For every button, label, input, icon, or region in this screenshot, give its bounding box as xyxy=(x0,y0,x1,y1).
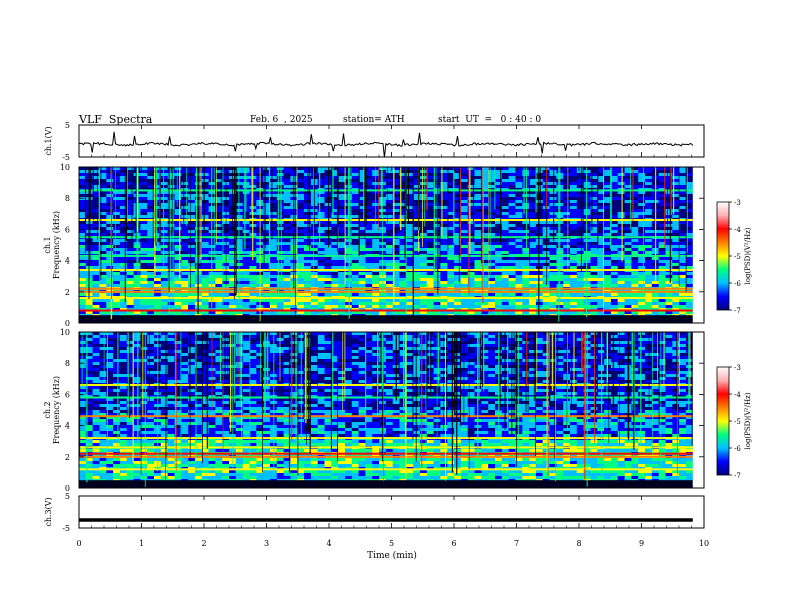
spectral-band xyxy=(79,455,693,458)
freq-tick-label: 6 xyxy=(65,390,70,399)
time-tick-label: 8 xyxy=(576,539,581,548)
spectral-band xyxy=(79,269,693,271)
date-label: Feb. 6 , 2025 xyxy=(250,115,313,125)
spectral-band xyxy=(79,396,693,399)
colorbar-tick-label: -4 xyxy=(734,391,741,399)
ch2-freq-label: Frequency (kHz) xyxy=(52,376,61,444)
ch1-spectrogram-image xyxy=(79,167,705,324)
ch3-ytick-top: 5 xyxy=(65,492,70,501)
freq-tick-label: 2 xyxy=(65,288,70,297)
spectral-band xyxy=(79,236,693,239)
time-tick-label: 4 xyxy=(326,539,331,548)
spectral-band xyxy=(79,437,693,440)
colorbar-tick-label: -6 xyxy=(734,445,741,453)
time-tick-label: 3 xyxy=(264,539,269,548)
time-tick-label: 7 xyxy=(514,539,519,548)
figure-title: VLF Spectra xyxy=(79,113,153,126)
ch1-colorbar-label: log(PSD)(V²/Hz) xyxy=(744,227,752,284)
spectral-band xyxy=(79,446,693,449)
colorbar-tick-label: -5 xyxy=(734,418,741,426)
ch1-freq-label: Frequency (kHz) xyxy=(52,211,61,279)
time-tick-label: 0 xyxy=(76,539,81,548)
ch3-waveform-panel: 5 -5 ch.3(V) 0 1 2 3 4 5 6 7 8 9 10 Time (min) xyxy=(44,125,709,561)
ch2-spectrogram-panel: 0 2 4 6 8 10 ch.2 Frequency (kHz) xyxy=(43,328,705,493)
freq-tick-label: 8 xyxy=(65,194,70,203)
ch1-colorbar-fill xyxy=(716,201,730,311)
ch1-trace xyxy=(78,131,694,158)
colorbar-tick-label: -3 xyxy=(734,364,741,372)
ch2-colorbar-label: log(PSD)(V²/Hz) xyxy=(744,392,752,449)
ch2-colorbar: -3 -4 -5 -6 -7 log(PSD)(V²/Hz) xyxy=(716,364,752,480)
ch2-colorbar-fill xyxy=(716,366,730,476)
spectral-band xyxy=(79,254,693,257)
time-tick-label: 2 xyxy=(201,539,206,548)
ch1-colorbar: -3 -4 -5 -6 -7 log(PSD)(V²/Hz) xyxy=(716,199,752,315)
ch1-waveform-panel: 5 -5 ch.1(V) xyxy=(44,121,705,162)
freq-tick-label: 8 xyxy=(65,359,70,368)
spectral-band xyxy=(79,452,693,455)
spectral-band xyxy=(79,189,693,192)
time-tick-label: 5 xyxy=(389,539,394,548)
freq-tick-label: 4 xyxy=(65,257,70,266)
spectral-band xyxy=(79,468,693,471)
time-tick-label: 6 xyxy=(451,539,456,548)
station-label: station= ATH xyxy=(343,115,405,125)
ch2-spectrogram-image xyxy=(79,332,705,489)
spectral-band xyxy=(79,309,693,312)
freq-tick-label: 4 xyxy=(65,422,70,431)
ch2-channel-label: ch.2 xyxy=(43,401,52,418)
time-tick-label: 10 xyxy=(699,539,709,548)
spectral-band xyxy=(79,415,693,418)
start-time-label: start UT = 0 : 40 : 0 xyxy=(438,115,542,125)
time-tick-label: 9 xyxy=(639,539,644,548)
spectral-band xyxy=(79,287,693,290)
ch1-spectrogram-panel: 0 2 4 6 8 10 ch.1 Frequency (kHz) xyxy=(43,163,705,328)
ch3-ylabel: ch.3(V) xyxy=(44,497,53,526)
colorbar-tick-label: -3 xyxy=(734,199,741,207)
colorbar-tick-label: -5 xyxy=(734,253,741,261)
freq-tick-label: 0 xyxy=(65,319,70,328)
time-tick-label: 1 xyxy=(139,539,144,548)
ch1-ytick-top: 5 xyxy=(65,121,70,130)
spectral-band xyxy=(79,219,693,221)
freq-tick-label: 2 xyxy=(65,453,70,462)
ch1-ylabel: ch.1(V) xyxy=(44,126,53,155)
x-axis-label: Time (min) xyxy=(367,550,417,561)
freq-tick-label: 0 xyxy=(65,484,70,493)
ch3-ytick-bottom: -5 xyxy=(62,524,70,533)
freq-tick-label: 6 xyxy=(65,225,70,234)
spectral-band xyxy=(79,384,693,386)
colorbar-tick-label: -7 xyxy=(734,307,741,315)
freq-tick-label: 10 xyxy=(60,163,70,172)
ch1-channel-label: ch.1 xyxy=(43,236,52,253)
ch1-ytick-bottom: -5 xyxy=(62,153,70,162)
colorbar-tick-label: -6 xyxy=(734,280,741,288)
colorbar-tick-label: -7 xyxy=(734,472,741,480)
spectral-band xyxy=(79,290,693,293)
spectral-band xyxy=(79,297,693,299)
freq-tick-label: 10 xyxy=(60,328,70,337)
colorbar-tick-label: -4 xyxy=(734,226,741,234)
